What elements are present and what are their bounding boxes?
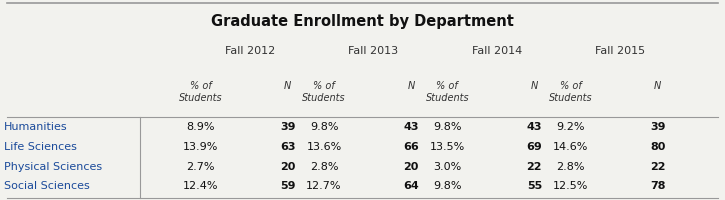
Text: 13.6%: 13.6% — [307, 142, 341, 152]
Text: % of
Students: % of Students — [549, 81, 592, 103]
Text: % of
Students: % of Students — [426, 81, 469, 103]
Text: 12.7%: 12.7% — [307, 181, 341, 191]
Text: N: N — [407, 81, 415, 91]
Text: N: N — [531, 81, 538, 91]
Text: 13.9%: 13.9% — [183, 142, 218, 152]
Text: 22: 22 — [526, 162, 542, 172]
Text: 66: 66 — [403, 142, 419, 152]
Text: 3.0%: 3.0% — [434, 162, 461, 172]
Text: Fall 2014: Fall 2014 — [471, 46, 522, 56]
Text: 39: 39 — [650, 122, 666, 132]
Text: Physical Sciences: Physical Sciences — [4, 162, 102, 172]
Text: 9.2%: 9.2% — [556, 122, 585, 132]
Text: 2.8%: 2.8% — [310, 162, 339, 172]
Text: Graduate Enrollment by Department: Graduate Enrollment by Department — [211, 14, 514, 29]
Text: 64: 64 — [403, 181, 419, 191]
Text: 9.8%: 9.8% — [433, 122, 462, 132]
Text: 13.5%: 13.5% — [430, 142, 465, 152]
Text: 63: 63 — [280, 142, 296, 152]
Text: 12.4%: 12.4% — [183, 181, 218, 191]
Text: 2.7%: 2.7% — [186, 162, 215, 172]
Text: 59: 59 — [280, 181, 296, 191]
Text: 55: 55 — [526, 181, 542, 191]
Text: 14.6%: 14.6% — [553, 142, 588, 152]
Text: % of
Students: % of Students — [302, 81, 346, 103]
Text: Fall 2012: Fall 2012 — [225, 46, 276, 56]
Text: 9.8%: 9.8% — [310, 122, 339, 132]
Text: 69: 69 — [526, 142, 542, 152]
Text: Social Sciences: Social Sciences — [4, 181, 89, 191]
Text: 39: 39 — [280, 122, 296, 132]
Text: 8.9%: 8.9% — [186, 122, 215, 132]
Text: 43: 43 — [403, 122, 419, 132]
Text: 78: 78 — [650, 181, 666, 191]
Text: Fall 2015: Fall 2015 — [594, 46, 645, 56]
Text: 20: 20 — [280, 162, 296, 172]
Text: Humanities: Humanities — [4, 122, 67, 132]
Text: 9.8%: 9.8% — [433, 181, 462, 191]
Text: 80: 80 — [650, 142, 666, 152]
Text: Life Sciences: Life Sciences — [4, 142, 77, 152]
Text: 22: 22 — [650, 162, 666, 172]
Text: 20: 20 — [403, 162, 419, 172]
Text: N: N — [654, 81, 661, 91]
Text: N: N — [284, 81, 291, 91]
Text: Fall 2013: Fall 2013 — [348, 46, 399, 56]
Text: 2.8%: 2.8% — [556, 162, 585, 172]
Text: % of
Students: % of Students — [179, 81, 223, 103]
Text: 12.5%: 12.5% — [553, 181, 588, 191]
Text: 43: 43 — [526, 122, 542, 132]
